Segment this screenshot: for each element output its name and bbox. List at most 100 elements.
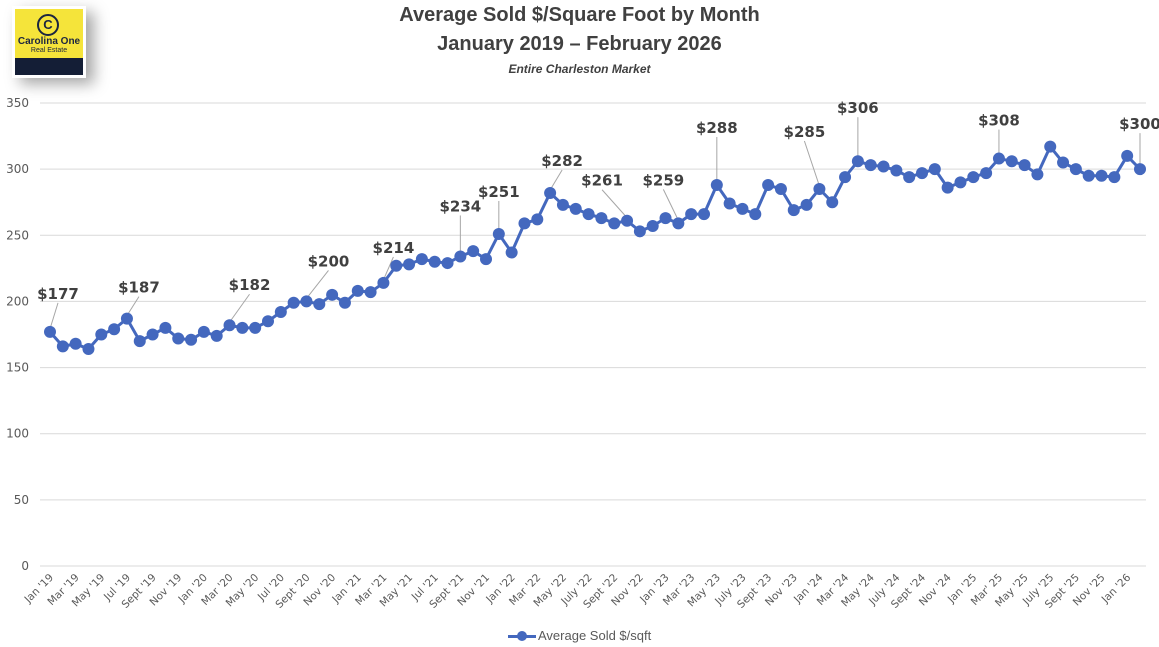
data-point (813, 182, 826, 195)
data-point (120, 312, 133, 325)
data-point (133, 335, 146, 348)
data-point (621, 214, 634, 227)
data-point (377, 276, 390, 289)
data-point (351, 284, 364, 297)
data-point (787, 204, 800, 217)
data-point (1005, 155, 1018, 168)
data-point (505, 246, 518, 259)
data-point (95, 328, 108, 341)
data-point (326, 288, 339, 301)
data-label: $187 (118, 279, 160, 297)
data-point (659, 212, 672, 225)
data-label: $251 (478, 183, 520, 201)
annotation-leader (49, 302, 59, 330)
data-point (108, 323, 121, 336)
annotation-leader (601, 189, 628, 219)
data-point (69, 337, 82, 350)
data-point (698, 208, 710, 221)
data-point (1069, 163, 1082, 176)
data-point (236, 321, 249, 334)
data-point (864, 159, 877, 172)
y-tick-label: 150 (6, 361, 29, 375)
logo-band (15, 58, 83, 75)
data-point (544, 186, 557, 199)
logo: C Carolina One Real Estate (12, 6, 86, 78)
data-label: $285 (784, 123, 826, 141)
data-point (556, 198, 569, 211)
data-point (403, 258, 416, 271)
logo-badge: C Carolina One Real Estate (15, 9, 83, 75)
y-axis-ticks: 0 50 100 150 200 250 300 350 (6, 96, 29, 573)
data-label: $300 (1119, 115, 1159, 133)
y-tick-label: 0 (21, 559, 29, 573)
data-point (595, 212, 608, 225)
y-tick-label: 250 (6, 228, 29, 242)
data-point (992, 152, 1005, 165)
data-point (826, 196, 839, 209)
data-point (467, 245, 480, 258)
legend-swatch-icon (508, 630, 536, 641)
data-point (390, 259, 403, 272)
data-point (531, 213, 544, 226)
data-point (441, 257, 454, 270)
data-point (44, 325, 56, 338)
data-point (428, 255, 441, 268)
y-tick-label: 200 (6, 294, 29, 308)
data-point (480, 253, 492, 266)
data-label: $288 (696, 119, 738, 137)
y-tick-label: 100 (6, 427, 29, 441)
logo-subtitle: Real Estate (30, 47, 68, 54)
legend-label: Average Sold $/sqft (538, 628, 652, 643)
data-point (185, 333, 198, 346)
annotation-leader (803, 140, 820, 187)
data-point (492, 227, 505, 240)
data-point (646, 220, 659, 233)
data-point (839, 171, 852, 184)
annotation-labels: $177 $187 $182 $200 $214 $234$251 $282 $261 $259… (37, 99, 1159, 303)
data-point (1082, 169, 1095, 182)
data-label: $308 (978, 112, 1020, 130)
data-label: $182 (229, 276, 271, 294)
data-point (338, 296, 351, 309)
data-point (967, 171, 980, 184)
data-point (172, 332, 185, 345)
data-point (1121, 149, 1134, 162)
data-point (1134, 163, 1146, 176)
annotation-leader (126, 296, 140, 316)
series-average-sold (44, 140, 1146, 356)
data-point (287, 296, 300, 309)
data-point (56, 340, 69, 353)
y-tick-label: 350 (6, 96, 29, 110)
data-point (916, 167, 928, 180)
data-point (210, 329, 223, 342)
data-label: $214 (373, 239, 415, 257)
data-label: $282 (541, 152, 583, 170)
annotation-leader (662, 189, 679, 221)
data-label: $259 (642, 171, 684, 189)
data-point (197, 325, 210, 338)
data-point (518, 217, 531, 230)
data-point (685, 208, 698, 221)
data-point (608, 217, 621, 230)
data-point (415, 253, 428, 266)
data-point (980, 167, 993, 180)
data-point (774, 182, 787, 195)
data-point (569, 202, 582, 215)
data-point (1057, 156, 1070, 169)
data-label: $261 (581, 172, 623, 190)
data-point (736, 202, 749, 215)
data-point (582, 208, 595, 221)
data-point (1095, 169, 1108, 182)
chart-caption: Entire Charleston Market (508, 62, 651, 76)
annotation-leader (229, 293, 250, 323)
data-point (82, 343, 95, 356)
data-point (633, 225, 646, 238)
annotation-leader (549, 169, 563, 191)
data-point (1018, 159, 1031, 172)
data-label: $200 (308, 252, 350, 270)
annotation-leader (382, 256, 394, 281)
annotation-leaders (49, 117, 1141, 330)
data-point (313, 298, 326, 311)
